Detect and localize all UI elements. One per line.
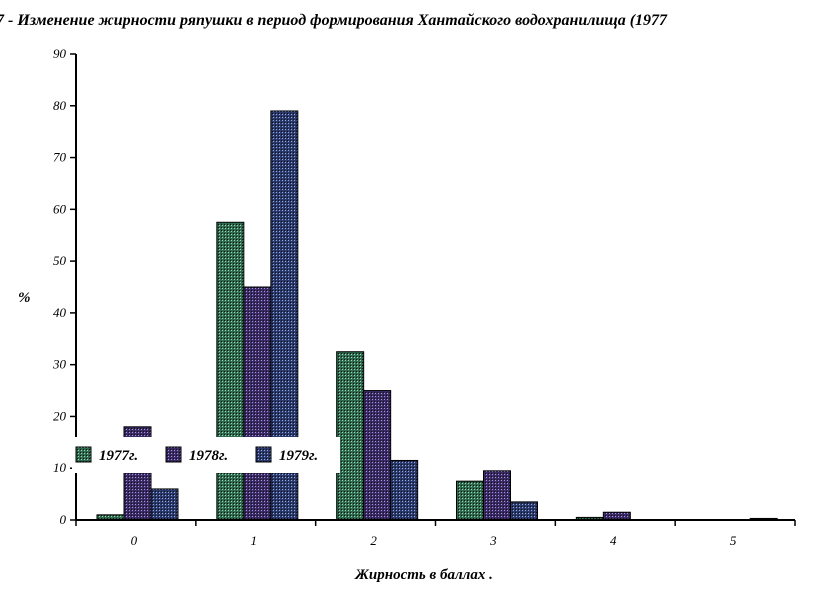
bar-1977г.-3 xyxy=(456,480,484,521)
x-axis-title: Жирность в баллах . xyxy=(354,567,493,583)
y-tick-label: 40 xyxy=(53,305,67,320)
legend-box xyxy=(72,437,340,473)
y-tick-label: 0 xyxy=(60,512,67,527)
x-tick-label: 3 xyxy=(489,533,497,548)
x-tick-label: 0 xyxy=(131,533,138,548)
legend-label: 1979г. xyxy=(279,448,318,464)
y-tick-label: 60 xyxy=(53,201,67,216)
bar-1978г.-4 xyxy=(602,511,631,521)
y-tick-label: 80 xyxy=(53,98,67,113)
bar-1978г.-1 xyxy=(243,286,272,521)
legend-label: 1977г. xyxy=(99,448,138,464)
bar-1978г.-2 xyxy=(363,390,392,521)
chart-title: 7 - Изменение жирности ряпушки в период … xyxy=(0,12,668,29)
y-tick-label: 70 xyxy=(53,150,67,165)
y-tick-label: 50 xyxy=(53,253,67,268)
x-tick-label: 4 xyxy=(610,533,617,548)
y-tick-label: 20 xyxy=(53,408,67,423)
y-tick-label: 90 xyxy=(53,46,67,61)
legend-swatch xyxy=(75,446,92,463)
legend-label: 1978г. xyxy=(189,448,228,464)
bar-1979г.-2 xyxy=(390,459,419,521)
y-axis-title: % xyxy=(18,290,31,306)
x-tick-label: 1 xyxy=(251,533,258,548)
legend-swatch xyxy=(165,446,182,463)
bar-1977г.-1 xyxy=(216,221,245,521)
bar-1979г.-3 xyxy=(510,501,538,521)
x-tick-label: 5 xyxy=(730,533,737,548)
x-tick-label: 2 xyxy=(370,533,377,548)
bar-1978г.-3 xyxy=(483,470,511,521)
y-tick-label: 30 xyxy=(52,357,67,372)
legend-swatch xyxy=(255,446,272,463)
legend: 1977г. 1978г. 1979г. xyxy=(72,437,340,473)
bar-1979г.-0 xyxy=(150,488,179,521)
y-tick-label: 10 xyxy=(53,460,67,475)
bar-1977г.-2 xyxy=(336,351,365,521)
